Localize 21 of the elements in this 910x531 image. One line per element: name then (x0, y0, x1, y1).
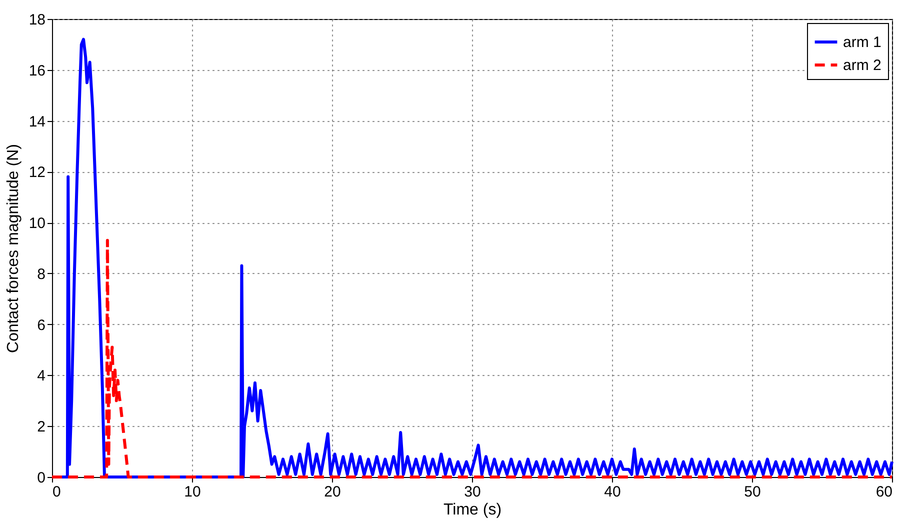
y-tick-label: 10 (28, 215, 46, 232)
y-tick-label: 14 (28, 113, 46, 130)
y-tick-label: 6 (37, 316, 46, 334)
y-tick-label: 18 (28, 12, 46, 28)
legend-label: arm 1 (843, 34, 882, 51)
y-tick-label: 12 (28, 164, 46, 182)
x-tick-label: 0 (52, 484, 61, 500)
y-tick-label: 2 (37, 418, 46, 436)
y-tick-label: 8 (37, 266, 46, 283)
y-tick-label: 16 (28, 62, 46, 80)
x-axis-title: Time (s) (443, 502, 502, 518)
y-tick-label: 4 (37, 368, 46, 385)
x-tick-label: 50 (744, 484, 761, 500)
y-tick-label: 0 (37, 470, 46, 486)
legend-label: arm 2 (843, 57, 882, 74)
x-tick-label: 30 (464, 484, 481, 500)
x-tick-label: 20 (324, 484, 341, 500)
x-tick-label: 60 (876, 484, 892, 500)
x-tick-label: 10 (184, 484, 201, 500)
x-tick-label: 40 (604, 484, 621, 500)
y-axis-title: Contact forces magnitude (N) (4, 144, 22, 353)
